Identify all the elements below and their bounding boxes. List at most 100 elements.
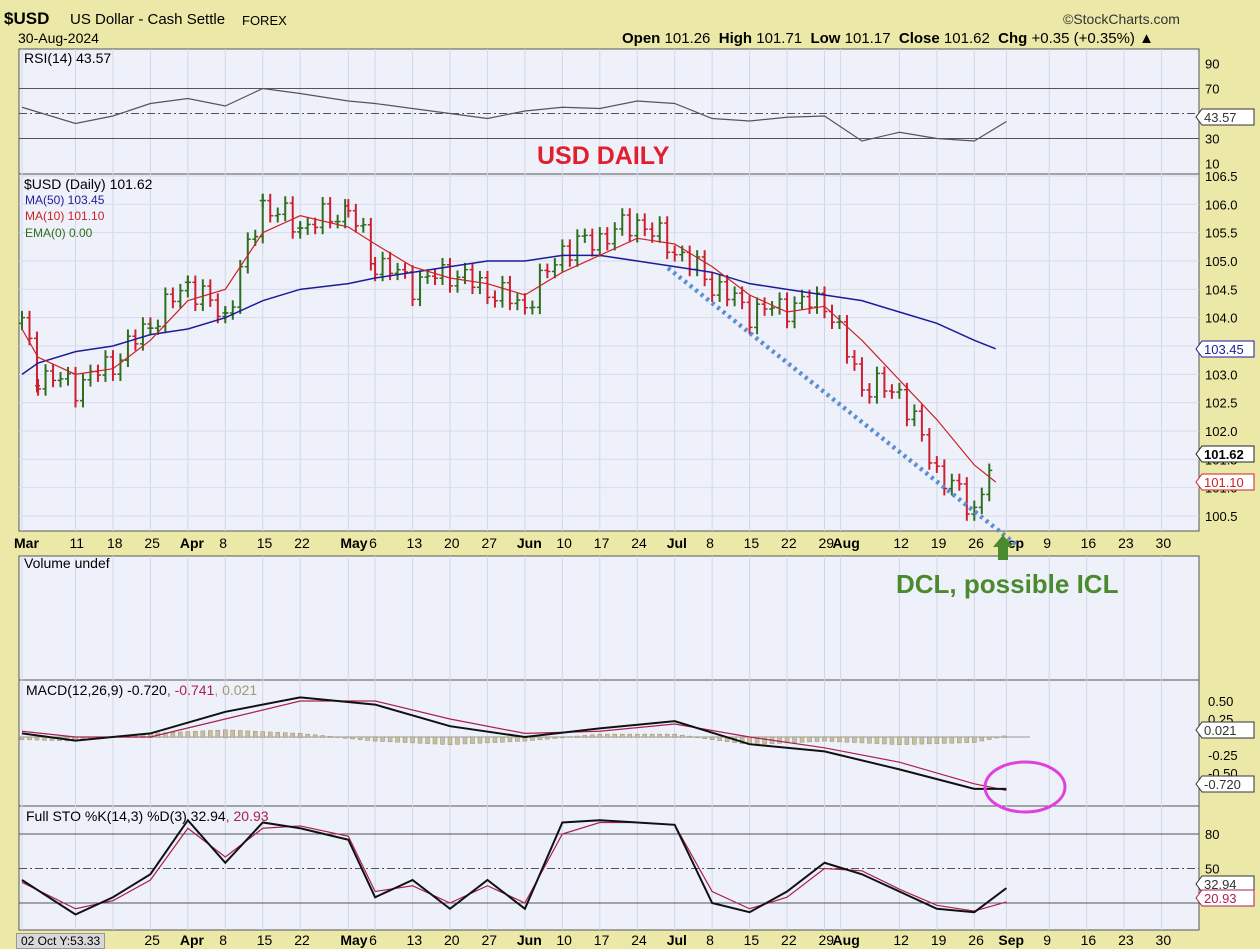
- macd-hist-bar: [702, 736, 707, 739]
- sto-k-tag: 32.94: [1204, 877, 1237, 892]
- x-tick-label: 15: [257, 535, 273, 551]
- x-tick-label: 9: [1043, 535, 1051, 551]
- macd-hist-bar: [829, 736, 835, 742]
- x-tick-label-bottom: 6: [369, 932, 377, 948]
- x-tick-label: 10: [556, 535, 572, 551]
- sto-title: Full STO %K(14,3) %D(3) 32.94, 20.93: [26, 808, 269, 824]
- macd-hist-bar: [380, 736, 385, 742]
- x-tick-label-bottom: 20: [444, 932, 460, 948]
- macd-hist-bar: [402, 736, 408, 743]
- price-tick: 100.5: [1205, 509, 1238, 524]
- macd-tag-box: [1195, 775, 1255, 793]
- macd-hist-bar: [19, 736, 25, 740]
- x-tick-label-bottom: May: [340, 932, 367, 948]
- macd-hist-bar: [552, 736, 558, 739]
- macd-hist-bar: [530, 736, 535, 741]
- macd-hist-bar: [867, 736, 872, 744]
- macd-hist-bar: [200, 730, 206, 738]
- macd-line: [21, 696, 1007, 790]
- macd-hist-bar: [275, 732, 280, 738]
- x-tick-label: 24: [631, 535, 647, 551]
- x-tick-label: May: [340, 535, 367, 551]
- macd-hist-bar: [597, 733, 603, 738]
- chart-date: 30-Aug-2024: [18, 30, 99, 46]
- x-tick-label-bottom: 10: [556, 932, 572, 948]
- sto-main: Full STO %K(14,3) %D(3) 32.94: [26, 808, 226, 824]
- macd-hist-tag-box: [1195, 721, 1255, 739]
- macd-signal-line: [21, 700, 1007, 791]
- x-tick-label-bottom: 8: [219, 932, 227, 948]
- macd-main: MACD(12,26,9) -0.720: [26, 682, 167, 698]
- x-tick-label-bottom: 23: [1118, 932, 1134, 948]
- symbol: $USD: [4, 9, 50, 28]
- macd-hist-bar: [515, 736, 520, 742]
- macd-hist-bar: [934, 736, 940, 744]
- x-tick-label-bottom: 8: [706, 932, 714, 948]
- macd-hist: , 0.021: [214, 682, 258, 698]
- x-tick-label-bottom: 22: [294, 932, 310, 948]
- x-tick-label: 12: [893, 535, 909, 551]
- macd-hist-bar: [455, 736, 460, 745]
- macd-hist-bar: [664, 733, 670, 738]
- macd-hist-bar: [477, 736, 483, 744]
- x-tick-label: 18: [107, 535, 123, 551]
- macd-hist-bar: [372, 736, 378, 742]
- macd-hist-bar: [605, 733, 610, 738]
- macd-hist-bar: [327, 736, 333, 738]
- macd-hist-bar: [957, 736, 962, 744]
- macd-hist-bar: [193, 730, 198, 738]
- close-tag-box: [1195, 445, 1255, 463]
- macd-hist-bar: [837, 736, 842, 743]
- rsi-tag-box: [1195, 108, 1255, 126]
- macd-hist-bar: [432, 736, 438, 745]
- macd-hist-bar: [245, 730, 251, 738]
- macd-hist-bar: [635, 733, 640, 738]
- macd-hist-bar: [994, 736, 1000, 739]
- macd-tick: -0.25: [1208, 748, 1238, 763]
- macd-hist-bar: [620, 733, 625, 738]
- x-tick-label: 13: [407, 535, 423, 551]
- price-tick: 104.5: [1205, 282, 1238, 297]
- macd-hist-bar: [972, 736, 977, 743]
- macd-hist-bar: [185, 731, 191, 738]
- macd-hist-bar: [447, 736, 453, 745]
- x-tick-label-bottom: Jun: [517, 932, 542, 948]
- macd-hist-bar: [208, 730, 213, 738]
- high-value: 101.71: [756, 30, 803, 47]
- sto-d-tag: 20.93: [1204, 891, 1237, 906]
- x-tick-label: Jul: [667, 535, 687, 551]
- up-arrow-marker: [993, 535, 1013, 560]
- macd-hist-bar: [417, 736, 423, 744]
- macd-hist-bar: [312, 734, 318, 738]
- sto-tick: 80: [1205, 827, 1219, 842]
- rsi-title: RSI(14) 43.57: [24, 50, 112, 66]
- x-tick-label: 22: [781, 535, 797, 551]
- macd-hist-bar: [297, 733, 303, 738]
- brand-logo[interactable]: ©StockCharts.com: [1063, 11, 1180, 27]
- macd-hist-bar: [979, 736, 985, 742]
- x-tick-label: 8: [706, 535, 714, 551]
- macd-hist-bar: [223, 729, 228, 738]
- macd-signal: , -0.741: [166, 682, 215, 698]
- chg-label: Chg: [998, 30, 1028, 47]
- annotation-usd-daily: USD DAILY: [537, 142, 670, 170]
- ohlc-readout: Open 101.26 High 101.71 Low 101.17 Close…: [622, 30, 1154, 47]
- x-tick-label: Mar: [14, 535, 39, 551]
- macd-hist-bar: [852, 736, 857, 743]
- x-tick-label: 15: [744, 535, 760, 551]
- macd-hist-bar: [290, 732, 295, 738]
- macd-hist-bar: [889, 736, 895, 745]
- x-tick-label: 30: [1156, 535, 1172, 551]
- macd-hist-bar: [492, 736, 498, 743]
- cursor-readout: 02 Oct Y:53.33: [16, 933, 106, 949]
- x-tick-label: 25: [144, 535, 160, 551]
- macd-hist-bar: [672, 733, 677, 738]
- rsi-tick: 30: [1205, 132, 1219, 147]
- macd-hist-bar: [335, 736, 340, 738]
- x-tick-label-bottom: Sep: [998, 932, 1024, 948]
- macd-hist-bar: [215, 729, 221, 738]
- macd-hist-bar: [627, 733, 633, 738]
- x-tick-label: 29: [819, 535, 835, 551]
- macd-hist-bar: [545, 736, 550, 740]
